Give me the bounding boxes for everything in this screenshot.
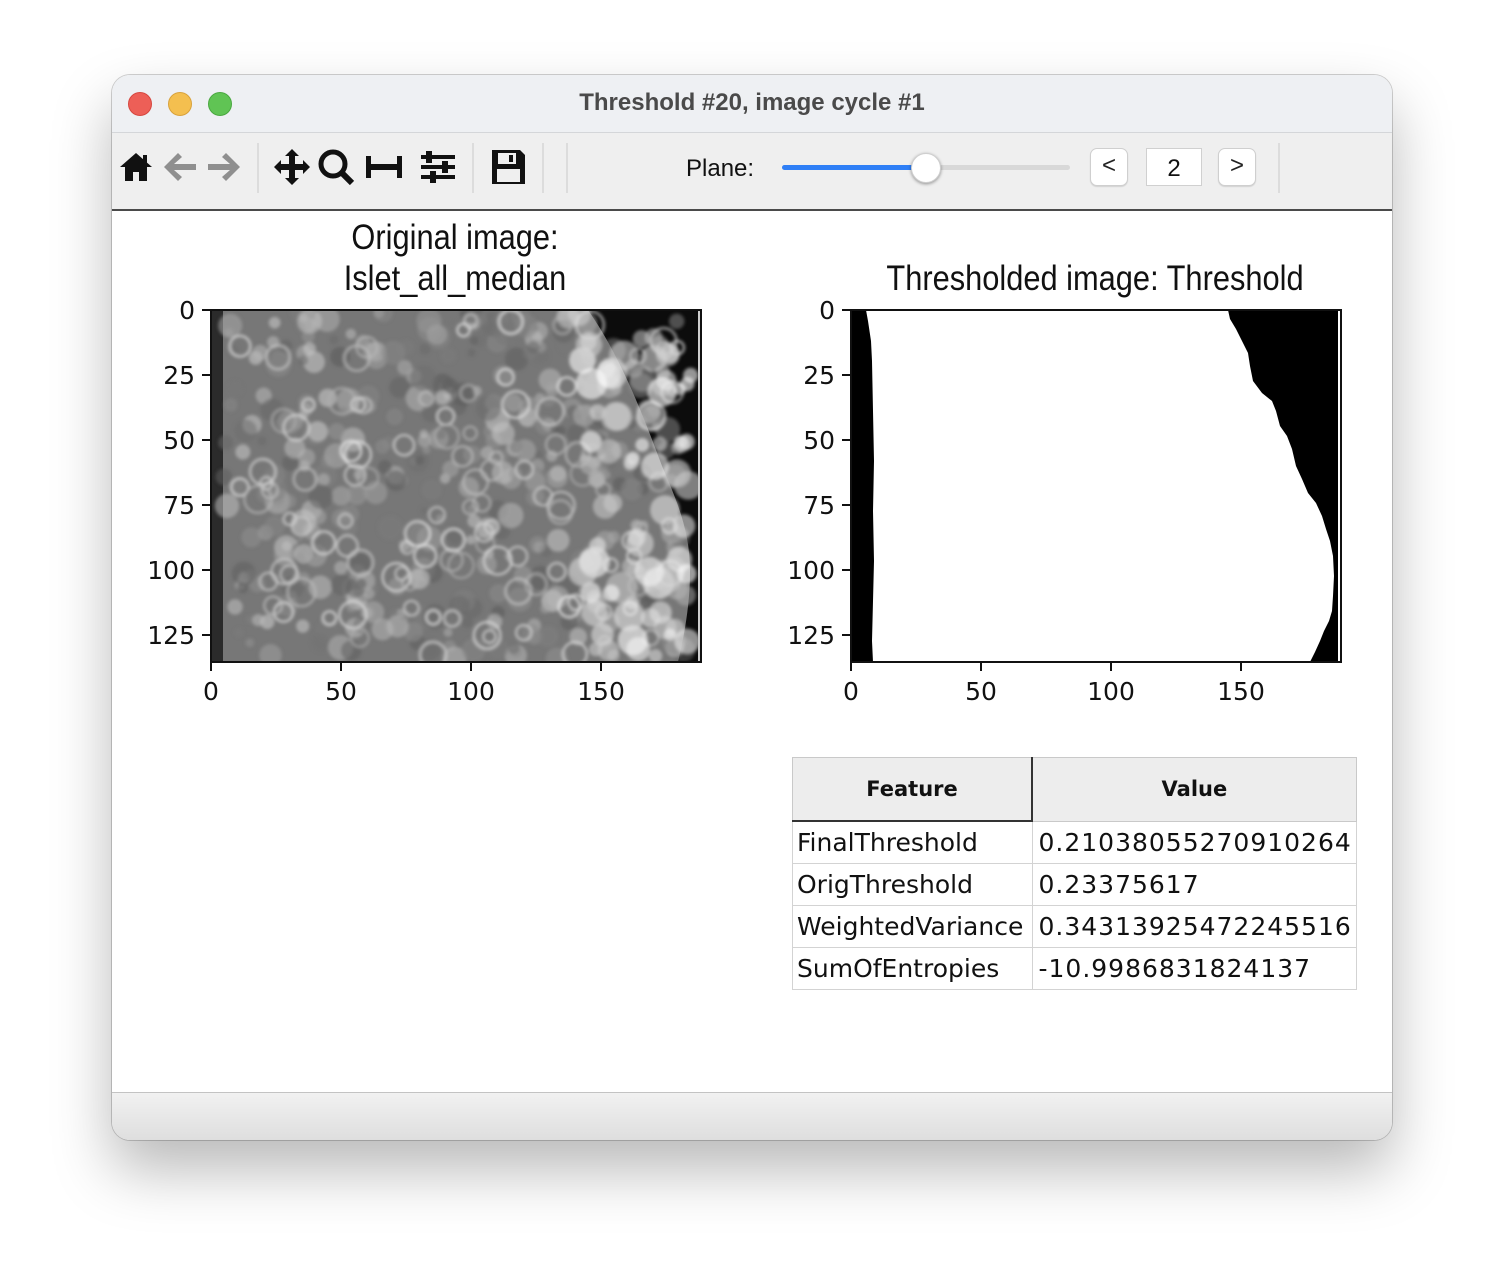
slider-knob[interactable] [911,153,941,183]
x-tick-label: 50 [965,677,997,706]
status-bar [112,1092,1392,1140]
y-tick-label: 50 [803,426,835,455]
value-column-header[interactable]: Value [1031,757,1357,822]
toolbar-separator [1278,143,1280,193]
measurements-table: Feature Value FinalThreshold 0.210380552… [792,757,1357,990]
feature-column-header[interactable]: Feature [792,757,1033,822]
subplot-icon[interactable] [364,147,404,187]
back-arrow-icon[interactable] [160,147,200,187]
feature-cell: FinalThreshold [792,820,1033,864]
toolbar-separator [472,143,474,193]
toolbar-separator [542,143,544,193]
forward-arrow-icon[interactable] [204,147,244,187]
feature-cell: WeightedVariance [792,905,1033,948]
y-tick-label: 75 [163,491,195,520]
table-row: OrigThreshold 0.23375617 [792,863,1357,906]
value-cell: -10.9986831824137 [1031,947,1357,990]
y-tick-label: 125 [787,621,835,650]
configure-icon[interactable] [418,147,458,187]
table-row: SumOfEntropies -10.9986831824137 [792,947,1357,990]
y-tick-label: 125 [147,621,195,650]
home-icon[interactable] [116,147,156,187]
threshold-window: Threshold #20, image cycle #1 [112,75,1392,1140]
y-tick-label: 75 [803,491,835,520]
y-tick-label: 0 [819,296,835,325]
table-row: FinalThreshold 0.21038055270910264 [792,820,1357,864]
save-icon[interactable] [488,147,528,187]
plane-number-field[interactable]: 2 [1146,148,1202,186]
toolbar-separator [566,143,568,193]
original-image[interactable] [211,300,703,671]
pan-icon[interactable] [272,147,312,187]
x-tick-label: 0 [843,677,859,706]
thresholded-image[interactable] [851,310,1341,662]
x-tick-label: 150 [577,677,625,706]
x-tick-label: 50 [325,677,357,706]
value-cell: 0.34313925472245516 [1031,905,1357,948]
figure-canvas: Original image: Islet_all_median Thresho… [112,211,1392,1091]
minimize-button[interactable] [168,92,192,116]
close-button[interactable] [128,92,152,116]
y-tick-label: 50 [163,426,195,455]
slider-fill [782,165,926,170]
x-tick-label: 150 [1217,677,1265,706]
y-tick-label: 25 [163,361,195,390]
title-bar: Threshold #20, image cycle #1 [112,75,1392,133]
feature-cell: SumOfEntropies [792,947,1033,990]
feature-cell: OrigThreshold [792,863,1033,906]
table-row: WeightedVariance 0.34313925472245516 [792,905,1357,948]
thresholded-axes-ticks: 0 25 50 75 100 125 0 50 100 150 [787,296,1265,706]
zoom-icon[interactable] [316,147,356,187]
value-cell: 0.21038055270910264 [1031,820,1357,864]
window-title: Threshold #20, image cycle #1 [579,89,925,116]
value-cell: 0.23375617 [1031,863,1357,906]
y-tick-label: 100 [147,556,195,585]
x-tick-label: 0 [203,677,219,706]
original-plot-title: Original image: Islet_all_median [285,217,625,299]
x-tick-label: 100 [1087,677,1135,706]
original-title-line1: Original image: [351,218,559,257]
plane-slider[interactable] [782,153,1072,183]
original-axes-ticks: 0 25 50 75 100 125 0 50 100 150 [147,296,625,706]
previous-plane-button[interactable]: < [1090,148,1128,186]
y-tick-label: 0 [179,296,195,325]
y-tick-label: 25 [803,361,835,390]
next-plane-button[interactable]: > [1218,148,1256,186]
toolbar-separator [257,143,259,193]
original-title-line2: Islet_all_median [343,259,567,298]
plane-label: Plane: [686,155,755,182]
zoom-window-button[interactable] [208,92,232,116]
thresholded-plot-title: Thresholded image: Threshold [886,259,1304,298]
plots-svg: 0 25 50 75 100 125 0 50 100 150 0 25 50 75 100 125 0 50 1… [147,296,1342,706]
x-tick-label: 100 [447,677,495,706]
toolbar: Plane: < 2 > [112,133,1392,211]
y-tick-label: 100 [787,556,835,585]
